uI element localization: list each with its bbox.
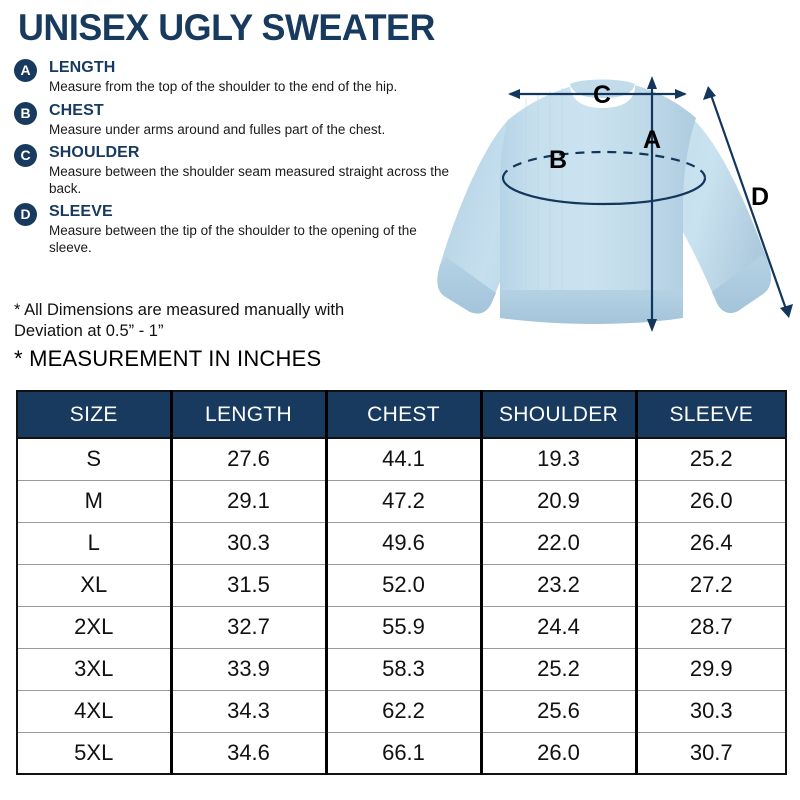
table-row: 2XL 32.7 55.9 24.4 28.7 <box>17 606 786 649</box>
cell-sleeve: 27.2 <box>636 564 786 607</box>
deviation-note: * All Dimensions are measured manually w… <box>14 301 345 340</box>
units-note: * MEASUREMENT IN INCHES <box>14 346 322 371</box>
cell-sleeve: 30.7 <box>636 732 786 774</box>
cell-length: 34.3 <box>171 690 328 733</box>
cell-shoulder: 25.6 <box>481 690 638 733</box>
cell-sleeve: 28.7 <box>636 606 786 649</box>
cell-shoulder: 20.9 <box>481 480 638 523</box>
badge-d-icon: D <box>14 203 37 226</box>
cell-chest: 62.2 <box>326 690 483 733</box>
legend-item-chest: B CHEST Measure under arms around and fu… <box>14 101 464 139</box>
marker-a-label: A <box>643 126 661 154</box>
measurement-legend: A LENGTH Measure from the top of the sho… <box>14 58 464 261</box>
cell-size: 3XL <box>17 648 173 691</box>
cell-shoulder: 25.2 <box>481 648 638 691</box>
column-header-chest: CHEST <box>326 391 483 439</box>
cell-length: 27.6 <box>171 438 328 481</box>
cell-shoulder: 23.2 <box>481 564 638 607</box>
cell-length: 32.7 <box>171 606 328 649</box>
legend-label-shoulder: SHOULDER <box>49 144 140 161</box>
badge-c-icon: C <box>14 144 37 167</box>
cell-sleeve: 25.2 <box>636 438 786 481</box>
cell-sleeve: 30.3 <box>636 690 786 733</box>
cell-length: 29.1 <box>171 480 328 523</box>
page-title: UNISEX UGLY SWEATER <box>18 7 435 48</box>
legend-label-length: LENGTH <box>49 59 116 76</box>
arrow-d-sleeve <box>703 86 793 318</box>
marker-b-label: B <box>549 146 567 174</box>
cell-sleeve: 29.9 <box>636 648 786 691</box>
legend-desc-chest: Measure under arms around and fulles par… <box>49 121 386 137</box>
cell-shoulder: 22.0 <box>481 522 638 565</box>
column-header-sleeve: SLEEVE <box>636 391 786 439</box>
size-table: SIZE LENGTH CHEST SHOULDER SLEEVE S 27.6… <box>16 390 787 775</box>
arrow-b-chest <box>501 150 707 206</box>
cell-size: 5XL <box>17 732 173 774</box>
legend-desc-length: Measure from the top of the shoulder to … <box>49 79 398 94</box>
cell-chest: 58.3 <box>326 648 483 691</box>
cell-size: M <box>17 480 173 523</box>
cell-size: XL <box>17 564 173 607</box>
legend-desc-shoulder: Measure between the shoulder seam measur… <box>49 164 449 196</box>
cell-size: L <box>17 522 173 565</box>
cell-shoulder: 24.4 <box>481 606 638 649</box>
marker-d-label: D <box>751 183 769 211</box>
table-row: XL 31.5 52.0 23.2 27.2 <box>17 564 786 607</box>
table-row: 5XL 34.6 66.1 26.0 30.7 <box>17 732 786 774</box>
table-row: S 27.6 44.1 19.3 25.2 <box>17 438 786 481</box>
cell-size: S <box>17 438 173 481</box>
column-header-shoulder: SHOULDER <box>481 391 638 439</box>
badge-b-icon: B <box>14 101 37 125</box>
legend-label-chest: CHEST <box>49 101 104 119</box>
table-row: L 30.3 49.6 22.0 26.4 <box>17 522 786 565</box>
column-header-size: SIZE <box>17 391 173 439</box>
legend-desc-sleeve: Measure between the tip of the shoulder … <box>49 223 417 255</box>
cell-size: 2XL <box>17 606 173 649</box>
cell-chest: 55.9 <box>326 606 483 649</box>
cell-sleeve: 26.4 <box>636 522 786 565</box>
cell-chest: 49.6 <box>326 522 483 565</box>
cell-shoulder: 26.0 <box>481 732 638 774</box>
cell-length: 33.9 <box>171 648 328 691</box>
cell-length: 30.3 <box>171 522 328 565</box>
legend-item-length: A LENGTH Measure from the top of the sho… <box>14 58 464 96</box>
table-row: 4XL 34.3 62.2 25.6 30.3 <box>17 690 786 733</box>
marker-c-label: C <box>593 81 611 109</box>
column-header-length: LENGTH <box>171 391 328 439</box>
cell-length: 31.5 <box>171 564 328 607</box>
table-row: 3XL 33.9 58.3 25.2 29.9 <box>17 648 786 691</box>
cell-size: 4XL <box>17 690 173 733</box>
cell-sleeve: 26.0 <box>636 480 786 523</box>
legend-item-sleeve: D SLEEVE Measure between the tip of the … <box>14 202 464 256</box>
arrow-c-shoulder <box>508 89 687 99</box>
cell-chest: 66.1 <box>326 732 483 774</box>
arrow-a-length <box>647 76 657 332</box>
table-row: M 29.1 47.2 20.9 26.0 <box>17 480 786 523</box>
table-header-row: SIZE LENGTH CHEST SHOULDER SLEEVE <box>17 391 786 439</box>
cell-chest: 52.0 <box>326 564 483 607</box>
legend-label-sleeve: SLEEVE <box>49 203 113 220</box>
sweater-illustration: C A B D <box>430 50 800 350</box>
cell-shoulder: 19.3 <box>481 438 638 481</box>
legend-item-shoulder: C SHOULDER Measure between the shoulder … <box>14 143 464 197</box>
badge-a-icon: A <box>14 59 37 82</box>
cell-chest: 47.2 <box>326 480 483 523</box>
cell-chest: 44.1 <box>326 438 483 481</box>
cell-length: 34.6 <box>171 732 328 774</box>
sweater-body <box>499 79 696 324</box>
